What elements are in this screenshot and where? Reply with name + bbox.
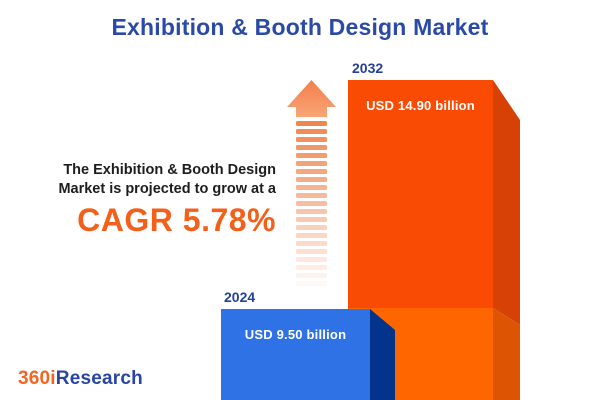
bar-2032-bevel-lower [493,308,520,400]
bar-2024-year-label: 2024 [224,289,256,305]
arrow-head [287,80,336,117]
bar-2024-bevel [370,309,395,400]
cagr-value: CAGR 5.78% [77,202,276,238]
bar-2032-year-label: 2032 [352,60,384,76]
bar-2032-face-upper [348,80,493,308]
growth-arrow-icon [287,80,336,292]
logo-360iresearch: 360iResearch [18,368,143,390]
headline: The Exhibition & Booth Design Market is … [30,161,276,237]
logo-part-research: Research [55,368,143,389]
bar-2032-value-label: USD 14.90 billion [366,98,475,113]
page-title: Exhibition & Booth Design Market [111,14,489,40]
bar-2032: USD 14.90 billion [348,80,520,400]
bar-2024-value-label: USD 9.50 billion [244,327,347,342]
headline-line1: The Exhibition & Booth Design [63,162,276,178]
arrow-stripes [296,121,327,286]
bar-2024: USD 9.50 billion [221,309,395,400]
logo-part-360i: 360i [18,368,56,389]
bar-2024-face [221,309,370,400]
headline-line2: Market is projected to grow at a [58,181,276,197]
bar-2032-bevel-upper [493,80,520,325]
